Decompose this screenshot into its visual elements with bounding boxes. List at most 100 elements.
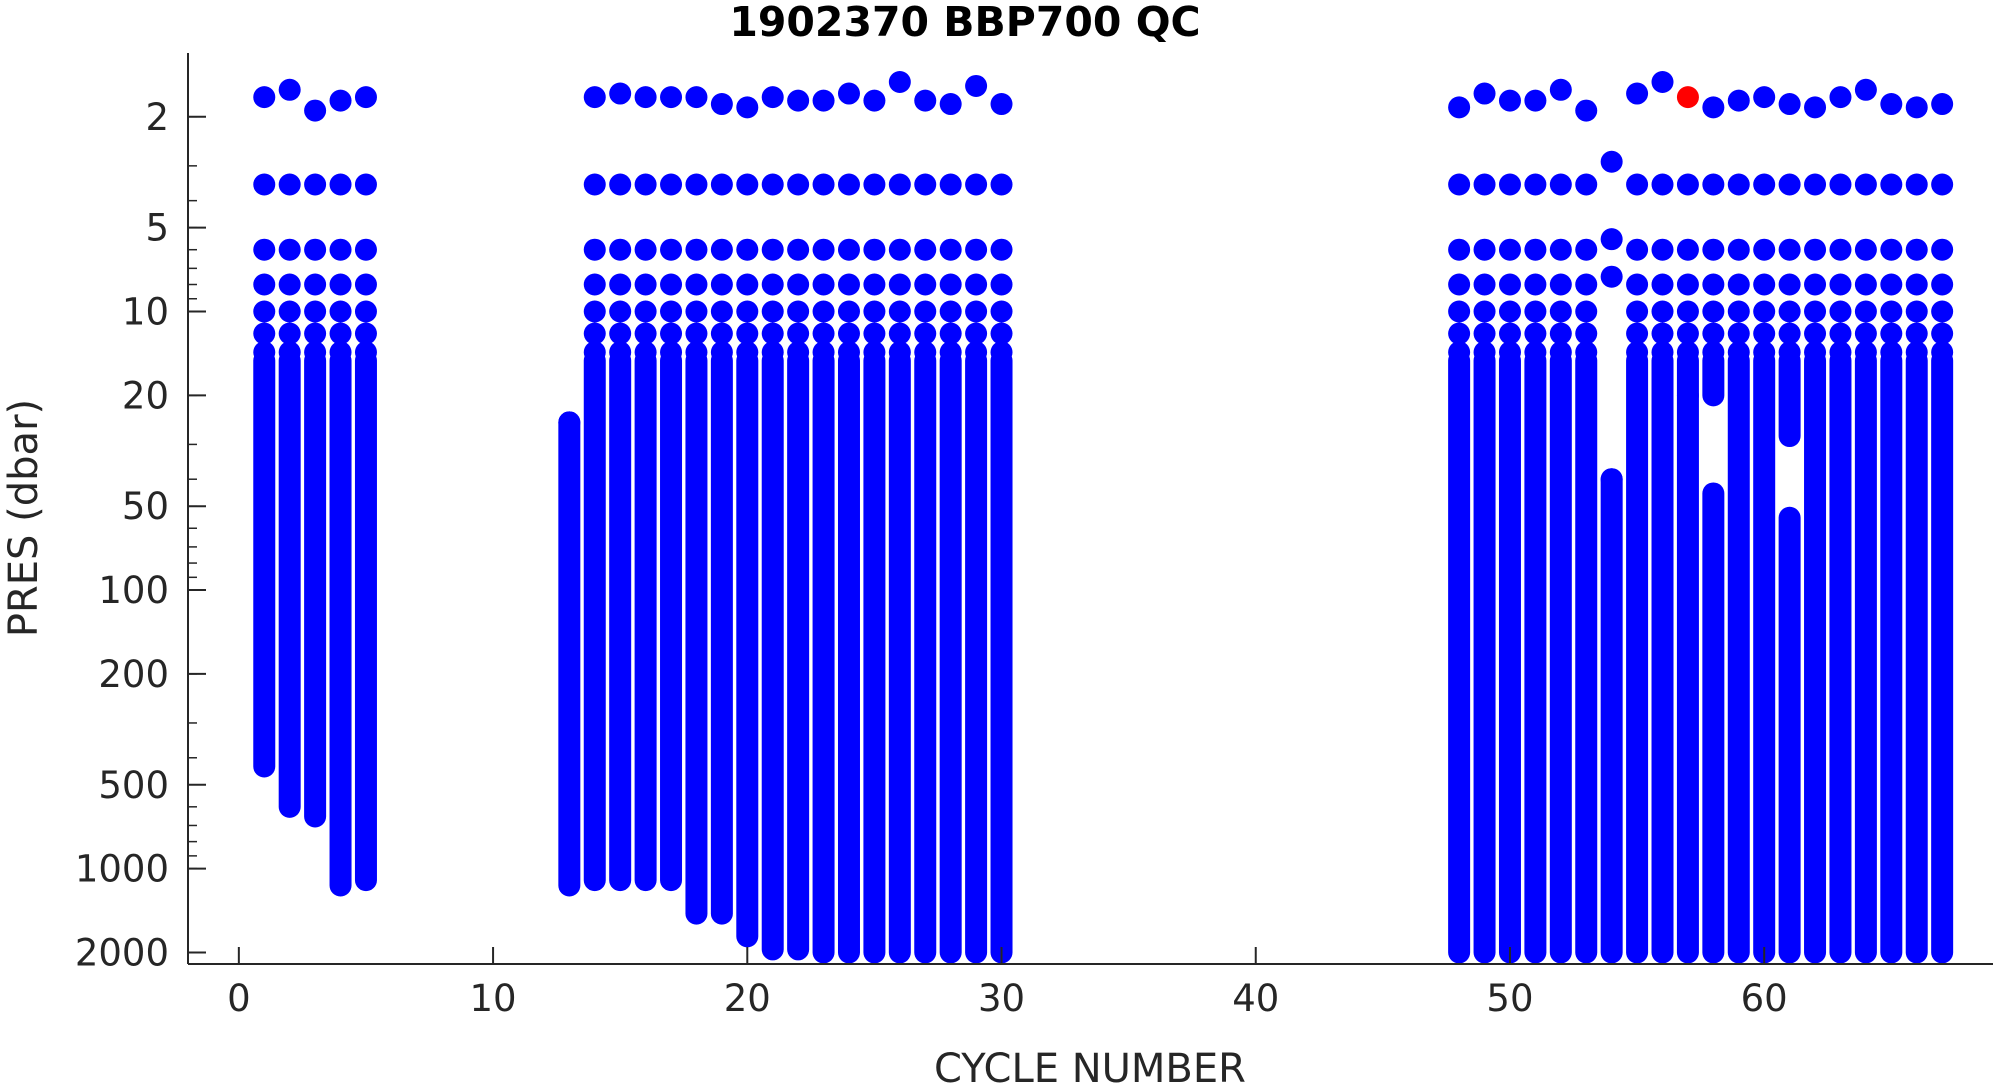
data-point [278, 273, 301, 296]
data-point [837, 322, 860, 345]
data-point [1804, 96, 1827, 119]
y-tick-label: 1000 [75, 848, 169, 891]
y-tick-label: 100 [98, 569, 169, 612]
data-point [1905, 273, 1928, 296]
data-point [812, 300, 835, 323]
data-point [1473, 273, 1496, 296]
data-point [278, 238, 301, 261]
profile-column [660, 349, 683, 892]
data-point [863, 89, 886, 112]
y-tick-label: 2000 [75, 931, 169, 974]
data-point [685, 273, 708, 296]
data-point [1575, 99, 1598, 122]
data-point [304, 99, 327, 122]
data-point [583, 86, 606, 109]
data-point [609, 322, 632, 345]
data-point [1778, 173, 1801, 196]
data-point [1676, 173, 1699, 196]
data-point [1880, 93, 1903, 116]
data-point [1778, 322, 1801, 345]
data-point [1676, 322, 1699, 345]
data-point [1702, 322, 1725, 345]
data-point [685, 322, 708, 345]
data-point [1931, 322, 1954, 345]
profile-column [837, 349, 860, 964]
x-tick-label: 10 [470, 977, 517, 1020]
data-point [1498, 273, 1521, 296]
data-point [1880, 300, 1903, 323]
data-point [634, 300, 657, 323]
x-tick-label: 40 [1232, 977, 1279, 1020]
data-point [990, 93, 1013, 116]
data-point [1651, 273, 1674, 296]
data-point [329, 300, 352, 323]
data-point [660, 238, 683, 261]
data-point [710, 322, 733, 345]
data-point [914, 273, 937, 296]
data-point [253, 173, 276, 196]
data-point [354, 238, 377, 261]
profile-column [1702, 349, 1725, 407]
profile-column [1931, 349, 1954, 964]
data-point [1524, 322, 1547, 345]
profile-column [558, 411, 581, 897]
chart-title: 1902370 BBP700 QC [729, 0, 1200, 46]
y-tick-label: 2 [145, 96, 169, 139]
data-point [812, 89, 835, 112]
data-point [812, 238, 835, 261]
profile-column [1778, 349, 1801, 448]
data-point [1549, 173, 1572, 196]
data-point [1880, 273, 1903, 296]
data-point [609, 238, 632, 261]
data-point [583, 322, 606, 345]
data-point [1651, 300, 1674, 323]
data-point [1702, 273, 1725, 296]
x-tick-label: 50 [1486, 977, 1533, 1020]
data-point [1473, 82, 1496, 105]
data-point [1727, 300, 1750, 323]
data-point [1804, 273, 1827, 296]
data-point [1448, 96, 1471, 119]
data-point [914, 173, 937, 196]
profile-column [1473, 349, 1496, 964]
data-point [1854, 300, 1877, 323]
data-point [1702, 96, 1725, 119]
data-point [329, 238, 352, 261]
data-point [1651, 322, 1674, 345]
data-point [1549, 273, 1572, 296]
data-point [304, 300, 327, 323]
data-point [1575, 238, 1598, 261]
data-point [1804, 173, 1827, 196]
data-point [1498, 300, 1521, 323]
data-point [1778, 238, 1801, 261]
profile-column [354, 349, 377, 892]
data-point [1549, 322, 1572, 345]
data-point [914, 238, 937, 261]
data-point [634, 173, 657, 196]
data-point [914, 300, 937, 323]
data-point [1804, 300, 1827, 323]
data-point [710, 173, 733, 196]
data-point [1575, 322, 1598, 345]
data-point [660, 86, 683, 109]
data-point [329, 322, 352, 345]
profile-column [1702, 482, 1725, 964]
data-point [1753, 300, 1776, 323]
data-point [1931, 238, 1954, 261]
data-point [914, 322, 937, 345]
profile-column [304, 349, 327, 828]
data-point [863, 173, 886, 196]
y-tick-label: 20 [122, 374, 169, 417]
data-point [1575, 273, 1598, 296]
data-point [710, 300, 733, 323]
data-point [837, 82, 860, 105]
data-point [1651, 173, 1674, 196]
data-point [583, 300, 606, 323]
data-point [710, 273, 733, 296]
data-point [1600, 265, 1623, 288]
profile-column [1626, 349, 1649, 964]
profile-column [1676, 384, 1699, 964]
y-tick-label: 500 [98, 764, 169, 807]
x-tick-label: 60 [1741, 977, 1788, 1020]
